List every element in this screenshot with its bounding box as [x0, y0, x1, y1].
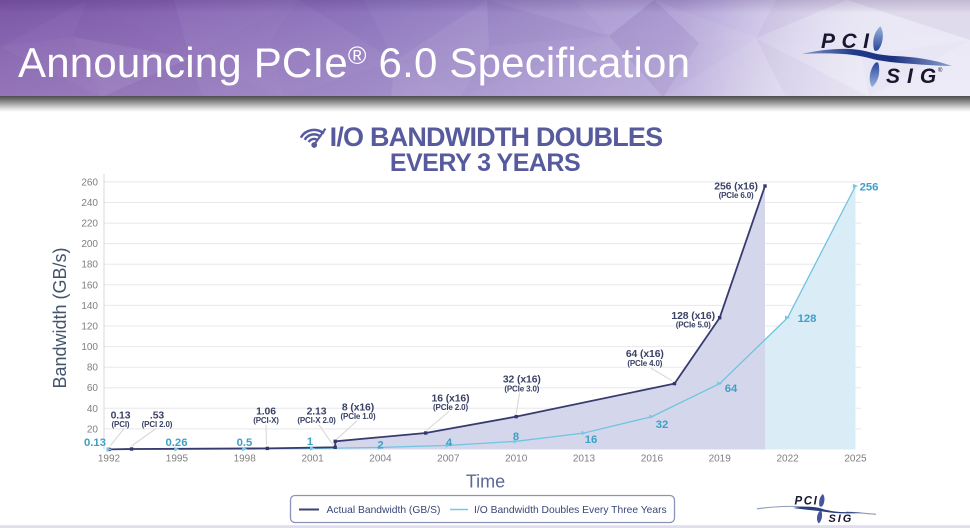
svg-text:1995: 1995: [166, 454, 189, 465]
svg-text:(PCI-X): (PCI-X): [253, 416, 279, 425]
svg-text:PCI: PCI: [821, 30, 876, 53]
svg-text:1: 1: [307, 436, 313, 448]
svg-text:40: 40: [87, 404, 99, 415]
svg-text:®: ®: [938, 67, 943, 74]
svg-text:2.13: 2.13: [307, 407, 327, 418]
svg-text:2010: 2010: [505, 454, 528, 465]
svg-text:0.13: 0.13: [84, 437, 106, 449]
svg-text:2013: 2013: [573, 454, 596, 465]
svg-text:(PCIe 6.0): (PCIe 6.0): [719, 191, 754, 200]
svg-text:2001: 2001: [301, 454, 324, 465]
svg-text:180: 180: [81, 260, 98, 271]
svg-text:Actual Bandwidth (GB/S): Actual Bandwidth (GB/S): [327, 505, 441, 516]
svg-text:128: 128: [798, 313, 817, 325]
svg-text:100: 100: [81, 342, 98, 353]
svg-text:128 (x16): 128 (x16): [671, 311, 715, 322]
svg-text:(PCI-X 2.0): (PCI-X 2.0): [297, 416, 336, 425]
svg-text:60: 60: [87, 383, 99, 394]
svg-text:0.13: 0.13: [111, 411, 131, 422]
svg-text:Bandwidth (GB/s): Bandwidth (GB/s): [50, 247, 70, 388]
svg-text:220: 220: [81, 219, 98, 230]
svg-text:2016: 2016: [641, 454, 664, 465]
svg-text:240: 240: [81, 198, 98, 209]
svg-text:20: 20: [87, 424, 99, 435]
svg-text:120: 120: [81, 322, 98, 333]
svg-text:2019: 2019: [709, 454, 732, 465]
svg-text:64 (x16): 64 (x16): [626, 349, 664, 360]
svg-text:I/O Bandwidth Doubles Every Th: I/O Bandwidth Doubles Every Three Years: [474, 505, 667, 516]
svg-text:80: 80: [87, 363, 99, 374]
svg-text:2022: 2022: [776, 454, 799, 465]
svg-text:32 (x16): 32 (x16): [503, 375, 541, 386]
svg-text:16 (x16): 16 (x16): [432, 393, 470, 404]
svg-text:2007: 2007: [437, 454, 460, 465]
svg-text:260: 260: [81, 177, 98, 188]
svg-text:8: 8: [513, 431, 519, 443]
svg-text:(PCI): (PCI): [112, 420, 130, 429]
svg-text:0.5: 0.5: [237, 437, 253, 449]
svg-text:(PCIe 1.0): (PCIe 1.0): [341, 412, 376, 421]
svg-text:64: 64: [725, 383, 738, 395]
svg-text:2025: 2025: [844, 454, 867, 465]
svg-text:256: 256: [860, 182, 879, 194]
svg-text:200: 200: [81, 239, 98, 250]
svg-text:160: 160: [81, 280, 98, 291]
svg-text:.53: .53: [150, 411, 164, 422]
svg-text:1.06: 1.06: [256, 407, 276, 418]
svg-text:PCI: PCI: [795, 496, 819, 508]
svg-text:32: 32: [656, 419, 669, 431]
svg-text:2004: 2004: [369, 454, 392, 465]
svg-text:8 (x16): 8 (x16): [342, 403, 374, 414]
svg-text:(PCIe 4.0): (PCIe 4.0): [627, 359, 662, 368]
svg-text:(PCI 2.0): (PCI 2.0): [142, 420, 173, 429]
svg-text:256 (x16): 256 (x16): [714, 182, 758, 193]
svg-text:4: 4: [446, 437, 453, 449]
svg-text:2: 2: [377, 440, 383, 452]
svg-text:SIG: SIG: [829, 513, 854, 525]
svg-text:16: 16: [585, 434, 598, 446]
svg-text:1992: 1992: [98, 454, 121, 465]
svg-text:Time: Time: [466, 472, 505, 492]
svg-text:140: 140: [81, 301, 98, 312]
svg-text:SIG: SIG: [886, 65, 943, 88]
svg-text:(PCIe 5.0): (PCIe 5.0): [676, 320, 711, 329]
svg-text:(PCIe 3.0): (PCIe 3.0): [504, 384, 539, 393]
svg-text:1998: 1998: [234, 454, 257, 465]
svg-text:(PCIe 2.0): (PCIe 2.0): [433, 403, 468, 412]
svg-text:0.26: 0.26: [166, 437, 188, 449]
